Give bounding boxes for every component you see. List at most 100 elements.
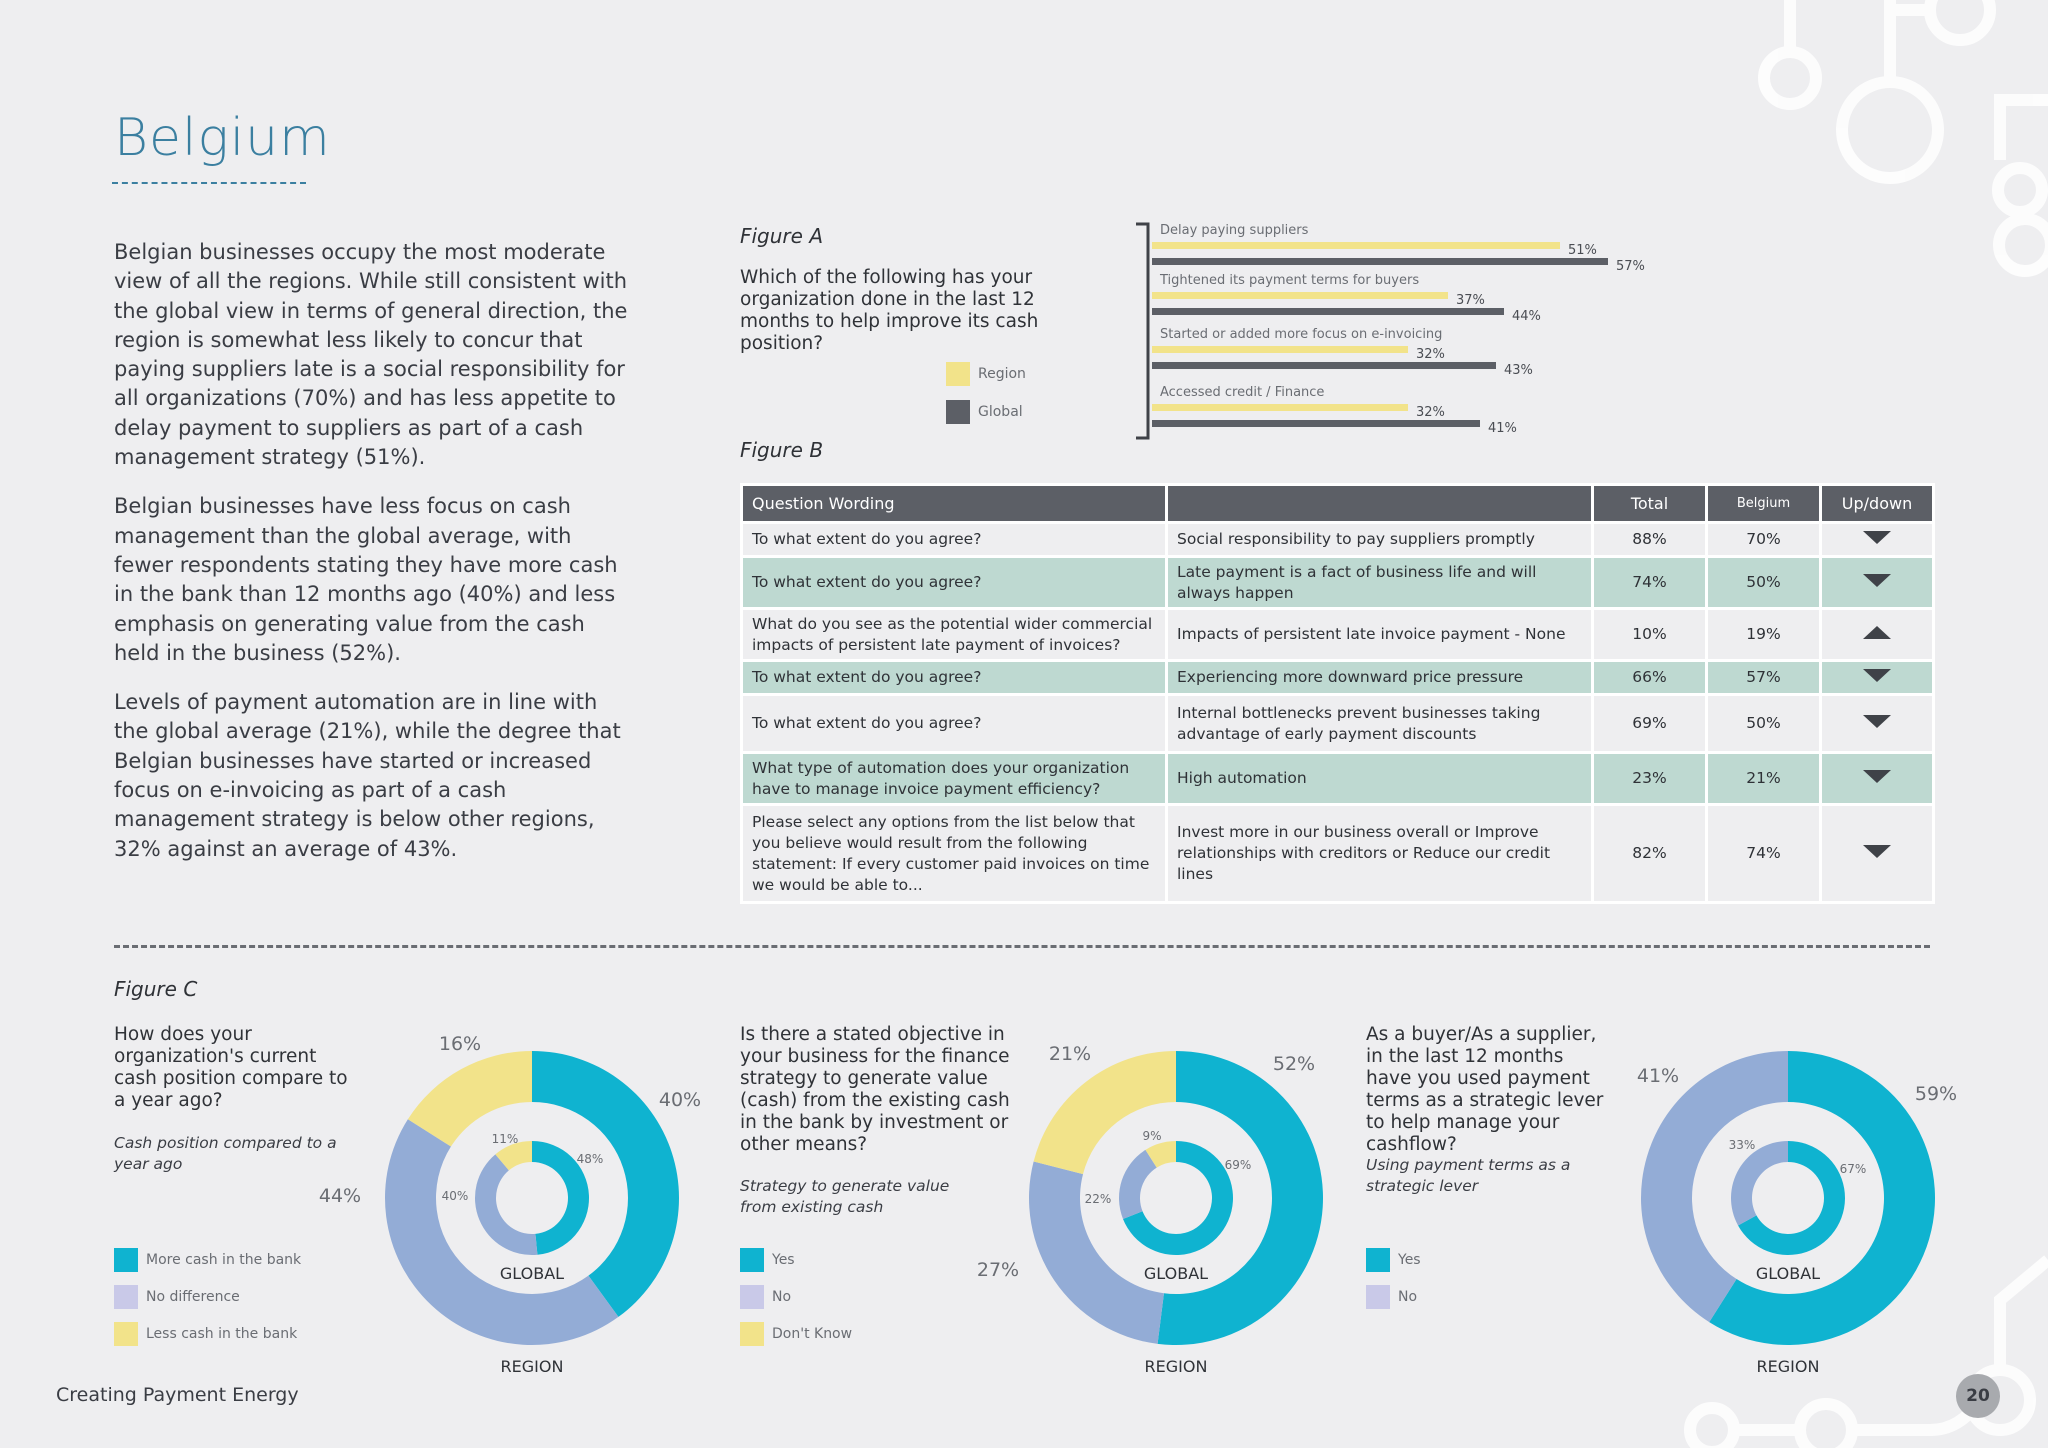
donut-inner-value-label: 33%: [1729, 1138, 1756, 1152]
bar-category-label: Tightened its payment terms for buyers: [1159, 273, 1419, 288]
donut-inner-ring-label: GLOBAL: [1144, 1264, 1208, 1283]
bar-chart-bracket: [1136, 222, 1150, 440]
table-cell-total: 88%: [1591, 521, 1708, 558]
donut-outer-slice: [1709, 1051, 1935, 1345]
intro-paragraph: Levels of payment automation are in line…: [114, 690, 621, 861]
table-cell-statement: Invest more in our business overall or I…: [1165, 803, 1594, 904]
donut-outer-slice: [1157, 1051, 1323, 1345]
figure-c-question-1: How does your organization's current cas…: [114, 1024, 348, 1111]
table-cell-question: To what extent do you agree?: [740, 555, 1168, 610]
bar-global: [1152, 420, 1480, 427]
donut-outer-slice: [1029, 1161, 1164, 1344]
arrow-down-icon: [1863, 770, 1891, 783]
figure-a-question: Which of the following has your organiza…: [740, 267, 1039, 354]
donut-outer-value-label: 59%: [1915, 1083, 1957, 1105]
table-cell-question: To what extent do you agree?: [740, 693, 1168, 754]
header-question-wording: Question Wording: [740, 483, 1168, 524]
legend-label: Don't Know: [772, 1326, 853, 1342]
donut-outer-slice: [407, 1051, 532, 1147]
donut-inner-slice: [1730, 1141, 1788, 1226]
legend-swatch: [114, 1285, 138, 1309]
table-cell-total: 69%: [1591, 693, 1708, 754]
legend-label: Yes: [1398, 1252, 1421, 1268]
bar-region: [1152, 346, 1408, 353]
table-cell-up-down: [1819, 607, 1935, 662]
figure-c-legend-1: More cash in the bank No difference Less c…: [114, 1248, 301, 1359]
figure-c-subtitle-3: Using payment terms as a strategic lever: [1366, 1156, 1571, 1195]
donut-inner-ring-label: GLOBAL: [1756, 1264, 1820, 1283]
donut-outer-slice: [1640, 1051, 1788, 1323]
table-cell-belgium: 74%: [1705, 803, 1822, 904]
donut-outer-value-label: 41%: [1637, 1065, 1679, 1087]
legend-item: Less cash in the bank: [114, 1322, 301, 1346]
bar-global: [1152, 308, 1504, 315]
table-cell-up-down: [1819, 803, 1935, 904]
donut-outer-ring-label: REGION: [1145, 1357, 1208, 1376]
bar-value-label: 41%: [1488, 421, 1517, 436]
legend-swatch: [740, 1285, 764, 1309]
donut-inner-value-label: 9%: [1142, 1129, 1161, 1143]
title-underline: [112, 182, 306, 184]
donut-inner-slice: [495, 1141, 532, 1171]
table-row: What do you see as the potential wider c…: [740, 607, 1935, 662]
donut-inner-value-label: 69%: [1225, 1158, 1252, 1172]
table-row: What type of automation does your organi…: [740, 751, 1935, 806]
figure-b-label: Figure B: [740, 438, 824, 462]
figure-c-question-2: Is there a stated objective in your busi…: [740, 1024, 1010, 1155]
bar-region: [1152, 292, 1448, 299]
table-cell-question: What type of automation does your organi…: [740, 751, 1168, 806]
legend-label: Yes: [772, 1252, 795, 1268]
legend-item: More cash in the bank: [114, 1248, 301, 1272]
table-cell-statement: High automation: [1165, 751, 1594, 806]
arrow-up-icon: [1863, 626, 1891, 639]
legend-item: Yes: [1366, 1248, 1421, 1272]
table-cell-question: Please select any options from the list …: [740, 803, 1168, 904]
legend-swatch: [1366, 1248, 1390, 1272]
donut-outer-value-label: 21%: [1049, 1043, 1091, 1065]
donut-inner-value-label: 67%: [1840, 1162, 1867, 1176]
figure-a-label: Figure A: [740, 224, 823, 248]
table-cell-total: 66%: [1591, 659, 1708, 696]
table-cell-statement: Experiencing more downward price pressur…: [1165, 659, 1594, 696]
table-cell-belgium: 57%: [1705, 659, 1822, 696]
table-cell-belgium: 21%: [1705, 751, 1822, 806]
intro-text: Belgian businesses occupy the most moder…: [114, 238, 634, 884]
donut-inner-value-label: 22%: [1085, 1192, 1112, 1206]
bar-value-label: 57%: [1616, 259, 1645, 274]
figure-c-label: Figure C: [114, 977, 198, 1001]
table-header-row: Question Wording Total Belgium Up/down: [740, 483, 1935, 524]
figure-b-table: Question Wording Total Belgium Up/down T…: [740, 483, 1935, 904]
donut-inner-value-label: 11%: [492, 1132, 519, 1146]
figure-c-subtitle-1: Cash position compared to a year ago: [114, 1134, 337, 1173]
legend-swatch: [114, 1248, 138, 1272]
table-cell-question: To what extent do you agree?: [740, 659, 1168, 696]
legend-label: Less cash in the bank: [146, 1326, 298, 1342]
header-belgium: Belgium: [1705, 483, 1822, 524]
arrow-down-icon: [1863, 715, 1891, 728]
donut-outer-value-label: 44%: [319, 1185, 361, 1207]
donut-inner-slice: [1738, 1141, 1845, 1255]
header-up-down: Up/down: [1819, 483, 1935, 524]
donut-inner-slice: [1123, 1141, 1233, 1255]
legend-label: No: [772, 1289, 792, 1305]
legend-label: No difference: [146, 1289, 240, 1305]
legend-item-global: Global: [946, 400, 1026, 424]
table-cell-statement: Internal bottlenecks prevent businesses …: [1165, 693, 1594, 754]
table-cell-statement: Social responsibility to pay suppliers p…: [1165, 521, 1594, 558]
donut-outer-ring-label: REGION: [1757, 1357, 1820, 1376]
bar-value-label: 32%: [1416, 405, 1445, 420]
table-cell-total: 82%: [1591, 803, 1708, 904]
intro-paragraph: Belgian businesses have less focus on ca…: [114, 494, 618, 665]
header-statement: [1165, 483, 1594, 524]
section-divider: [114, 945, 1930, 948]
donut-outer-slice: [1033, 1051, 1176, 1175]
donut-inner-slice: [532, 1141, 590, 1255]
donut-inner-ring-label: GLOBAL: [500, 1264, 564, 1283]
arrow-down-icon: [1863, 531, 1891, 544]
table-cell-statement: Impacts of persistent late invoice payme…: [1165, 607, 1594, 662]
legend-swatch-region: [946, 362, 970, 386]
donut-outer-ring-label: REGION: [501, 1357, 564, 1376]
figure-c-question-3: As a buyer/As a supplier, in the last 12…: [1366, 1024, 1604, 1155]
table-row: To what extent do you agree? Internal bot…: [740, 693, 1935, 754]
